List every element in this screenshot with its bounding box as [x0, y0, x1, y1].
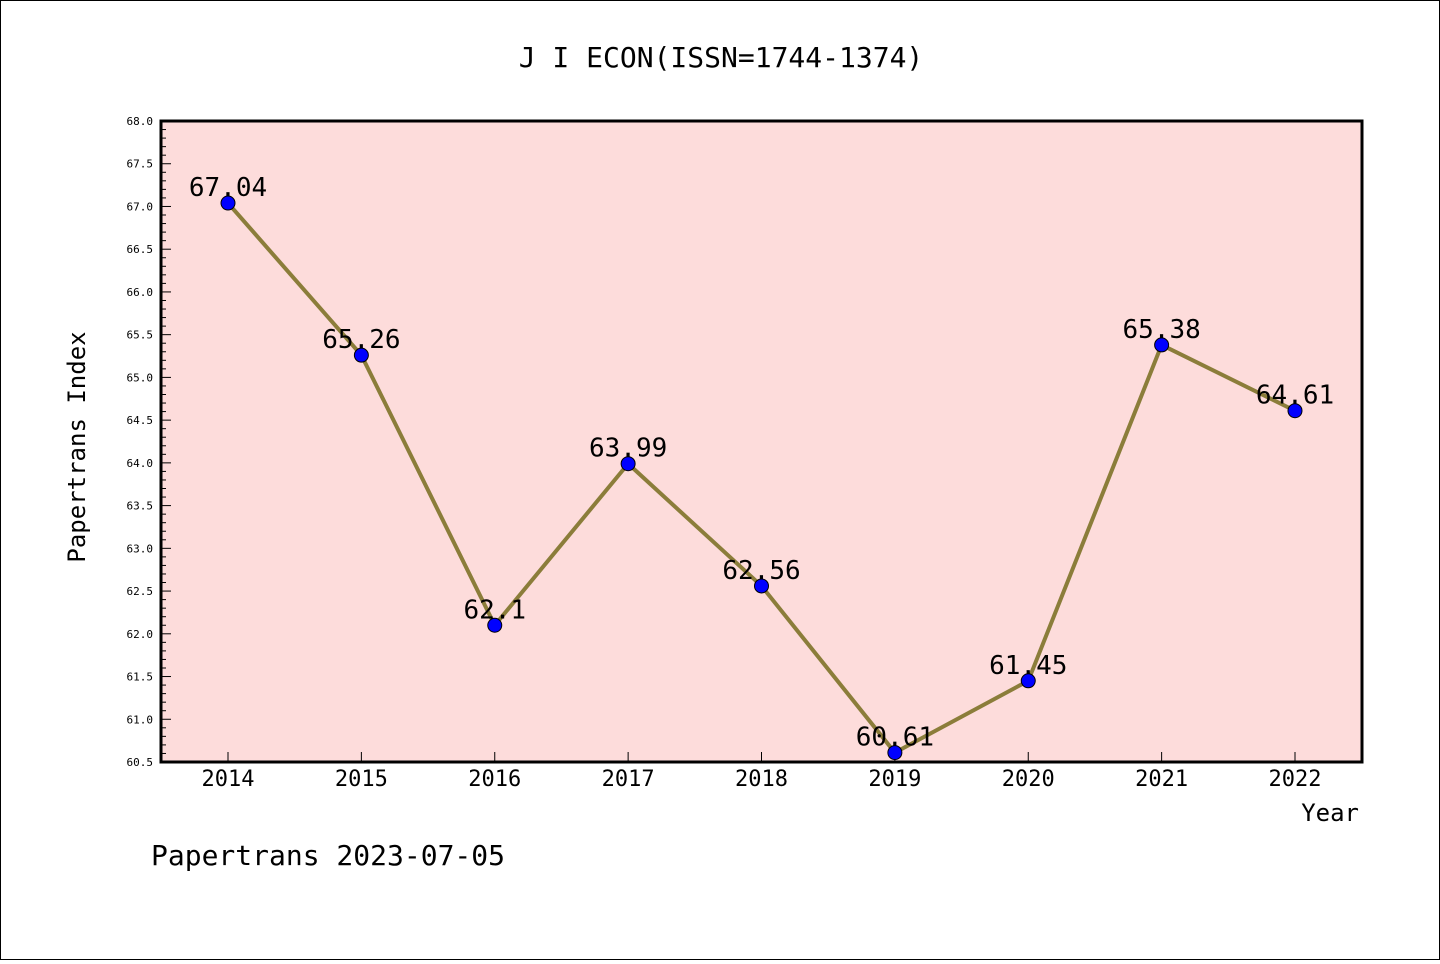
- y-tick-label: 67.0: [127, 200, 154, 213]
- x-tick-label: 2021: [1135, 767, 1188, 792]
- y-tick-label: 64.0: [127, 457, 154, 470]
- data-point: [353, 347, 369, 363]
- data-labels: 67.04 65.26 62.1 63.99 62.56 60.61 61.45 65.38 6…: [189, 173, 1334, 753]
- x-tick-label: 2020: [1002, 767, 1055, 792]
- y-tick-label: 68.0: [127, 115, 154, 128]
- plot-border: [159, 119, 1364, 764]
- data-point: [1154, 337, 1170, 353]
- x-axis-label: Year: [1301, 799, 1359, 827]
- x-tick-label: 2017: [602, 767, 655, 792]
- y-tick-label: 62.0: [127, 628, 154, 641]
- y-tick-label: 67.5: [127, 158, 154, 171]
- data-point: [1020, 673, 1036, 689]
- data-label: 60.61: [856, 723, 934, 753]
- data-point: [487, 617, 503, 633]
- y-tick-label: 65.5: [127, 329, 154, 342]
- data-point: [1287, 403, 1303, 419]
- data-point: [887, 745, 903, 761]
- y-tick-label: 63.0: [127, 542, 154, 555]
- data-point: [754, 578, 769, 594]
- data-label: 61.45: [989, 651, 1067, 681]
- x-tick-label: 2015: [335, 767, 388, 792]
- y-tick-label: 60.5: [127, 756, 154, 769]
- data-label: 63.99: [589, 434, 667, 464]
- plot-area: [161, 121, 1362, 762]
- y-tick-label: 63.5: [127, 500, 154, 513]
- y-tick-label: 64.5: [127, 414, 154, 427]
- data-label: 65.26: [322, 325, 400, 355]
- data-points: [220, 195, 1303, 761]
- y-tick-label: 65.0: [127, 371, 154, 384]
- x-tick-label: 2018: [735, 767, 788, 792]
- x-tick-label: 2022: [1269, 767, 1322, 792]
- y-axis-ticks: 60.5 61.0 61.5 62.0 62.5 63.0 63.5 64.0 64.5 65.0…: [127, 115, 171, 769]
- x-tick-label: 2014: [202, 767, 255, 792]
- y-axis-label: Papertrans Index: [63, 331, 91, 562]
- x-tick-label: 2019: [868, 767, 921, 792]
- data-point: [620, 456, 636, 472]
- data-label: 65.38: [1122, 315, 1200, 345]
- x-tick-label: 2016: [468, 767, 521, 792]
- y-tick-label: 61.0: [127, 713, 154, 726]
- y-tick-label: 62.5: [127, 585, 154, 598]
- footer-text: Papertrans 2023-07-05: [151, 839, 505, 872]
- data-label: 62.56: [722, 556, 800, 586]
- data-label: 67.04: [189, 173, 267, 203]
- data-point: [220, 195, 236, 211]
- data-label: 64.61: [1256, 381, 1334, 411]
- data-label: 62.1: [463, 595, 526, 625]
- y-tick-label: 66.0: [127, 286, 154, 299]
- chart-title: J I ECON(ISSN=1744-1374): [519, 41, 924, 74]
- y-tick-label: 66.5: [127, 243, 154, 256]
- y-tick-label: 61.5: [127, 671, 154, 684]
